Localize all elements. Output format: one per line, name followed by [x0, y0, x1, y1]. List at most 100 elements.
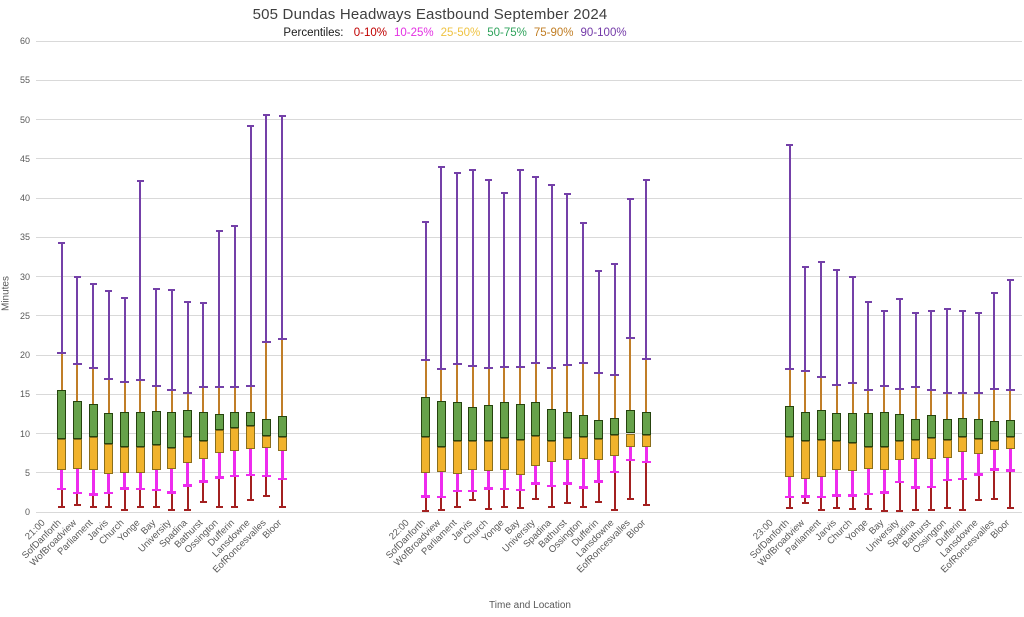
whisker-90-100 — [645, 179, 648, 359]
box-25-50 — [246, 426, 256, 450]
p90-tick — [452, 362, 462, 365]
box-50-75 — [816, 409, 826, 440]
p90-tick — [989, 387, 999, 390]
legend-item: 25-50% — [440, 27, 481, 39]
whisker-0-10 — [139, 489, 142, 508]
max-cap — [626, 197, 634, 200]
whisker-90-100 — [76, 277, 79, 364]
box-50-75 — [989, 420, 999, 441]
max-cap — [595, 270, 603, 272]
whisker-90-100 — [440, 167, 443, 370]
whisker-10-25 — [565, 460, 569, 484]
p10-tick — [895, 480, 905, 484]
p10-tick — [230, 474, 240, 478]
min-cap — [801, 502, 809, 505]
box-25-50 — [515, 439, 525, 476]
legend-item: 50-75% — [487, 27, 527, 39]
p90-tick — [436, 368, 446, 371]
p10-tick — [452, 489, 462, 493]
p90-tick — [958, 392, 968, 395]
box-25-50 — [1005, 437, 1015, 450]
whisker-10-25 — [534, 466, 538, 484]
box-25-50 — [198, 440, 208, 459]
whisker-10-25 — [201, 458, 205, 482]
box-25-50 — [484, 440, 494, 472]
box-25-50 — [832, 441, 842, 470]
box-50-75 — [468, 406, 478, 442]
box-50-75 — [421, 396, 431, 438]
whisker-10-25 — [264, 448, 268, 476]
whisker-10-25 — [75, 468, 79, 494]
whisker-90-100 — [883, 311, 886, 387]
max-cap — [927, 310, 935, 313]
max-cap — [532, 175, 540, 178]
p10-tick — [625, 458, 635, 462]
whisker-90-100 — [977, 312, 980, 394]
whisker-10-25 — [138, 472, 142, 490]
p10-tick — [989, 468, 999, 471]
y-tick-label: 5 — [24, 467, 30, 478]
box-25-50 — [547, 440, 557, 462]
box-50-75 — [594, 420, 604, 439]
whisker-75-90 — [977, 393, 980, 420]
max-cap — [105, 289, 113, 292]
whisker-0-10 — [534, 483, 537, 500]
whisker-10-25 — [233, 450, 237, 476]
whisker-90-100 — [424, 221, 427, 360]
box-50-75 — [974, 419, 984, 439]
box-50-75 — [246, 412, 256, 427]
p10-tick — [531, 482, 541, 485]
whisker-10-25 — [819, 477, 823, 498]
min-cap — [278, 506, 286, 509]
max-cap — [943, 307, 951, 310]
whisker-75-90 — [867, 389, 870, 414]
plot-area: 0 5 10 15 20 25 30 35 40 45 50 55 60 21:00 SofDanforth… — [20, 36, 1022, 575]
min-cap — [231, 506, 239, 509]
whisker-10-25 — [91, 470, 95, 495]
whisker-75-90 — [582, 362, 585, 416]
min-cap — [199, 500, 207, 503]
box-25-50 — [816, 439, 826, 478]
y-tick-label: 60 — [19, 36, 30, 46]
whisker-0-10 — [456, 490, 459, 508]
min-cap — [485, 507, 493, 510]
min-cap — [89, 505, 97, 508]
min-cap — [927, 508, 935, 511]
p90-tick — [547, 367, 557, 370]
p90-tick — [879, 385, 889, 388]
whisker-90-100 — [186, 301, 189, 394]
grid-line — [36, 511, 1022, 513]
whisker-75-90 — [914, 387, 917, 420]
min-cap — [215, 505, 223, 508]
max-cap — [786, 143, 794, 146]
whisker-0-10 — [566, 483, 569, 504]
whisker-75-90 — [835, 384, 838, 414]
box-25-50 — [531, 435, 541, 467]
whisker-90-100 — [804, 267, 807, 372]
box-50-75 — [578, 415, 588, 438]
y-tick-label: 25 — [19, 310, 30, 321]
whisker-10-25 — [945, 457, 949, 480]
max-cap — [642, 178, 650, 181]
p10-tick — [436, 495, 446, 499]
min-cap — [247, 499, 255, 502]
whisker-90-100 — [202, 303, 205, 388]
whisker-75-90 — [820, 376, 823, 410]
p10-tick — [958, 477, 968, 481]
box-50-75 — [72, 401, 82, 439]
box-50-75 — [261, 418, 271, 436]
max-cap — [1006, 278, 1014, 281]
p10-tick — [926, 485, 936, 489]
max-cap — [516, 168, 524, 171]
p10-tick — [848, 494, 858, 497]
min-cap — [516, 507, 524, 510]
legend-title: Percentiles: — [283, 27, 344, 39]
box-50-75 — [104, 413, 114, 444]
whisker-75-90 — [566, 365, 569, 412]
percentile-legend: Percentiles: 0-10% 10-25% 25-50% 50-75% 75-9… — [0, 27, 910, 39]
whisker-0-10 — [471, 490, 474, 501]
whisker-75-90 — [60, 352, 63, 391]
whisker-90-100 — [613, 263, 616, 375]
grid-line — [36, 433, 1022, 434]
box-50-75 — [832, 413, 842, 442]
